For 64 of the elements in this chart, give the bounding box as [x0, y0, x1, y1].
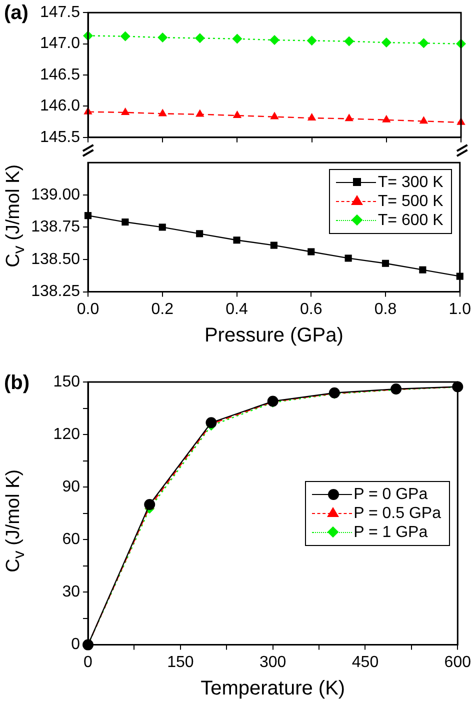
- legend-label: T= 600 K: [378, 212, 444, 229]
- x-tick-label: 0.4: [226, 300, 248, 318]
- point: [120, 31, 130, 42]
- x-axis-title: Temperature (K): [200, 678, 346, 700]
- x-axis-title: Pressure (GPa): [204, 324, 344, 347]
- y-tick-label: 0: [71, 636, 80, 654]
- point: [196, 230, 204, 238]
- legend-label: P = 0 GPa: [354, 486, 428, 503]
- chart-title: (a): [4, 2, 28, 25]
- y-tick-label: 146.5: [40, 66, 80, 84]
- y-tick-label: 138.75: [31, 218, 80, 236]
- x-tick-label: 150: [167, 654, 194, 671]
- chart-title: (b): [4, 372, 30, 395]
- y-tick-label: 139.00: [31, 186, 80, 204]
- x-tick-label: 0.6: [300, 300, 322, 318]
- legend-label: P = 0.5 GPa: [354, 504, 441, 522]
- point: [120, 107, 130, 115]
- x-tick-label: 300: [259, 654, 286, 671]
- point: [306, 36, 317, 46]
- legend-label: T= 500 K: [378, 192, 444, 210]
- y-tick-label: 145.5: [40, 128, 80, 146]
- point: [308, 248, 315, 256]
- x-tick-label: 0.0: [76, 300, 100, 318]
- x-tick-label: 1.0: [448, 300, 472, 318]
- point: [232, 110, 242, 118]
- y-tick-label: 60: [62, 531, 80, 548]
- x-tick-label: 600: [444, 654, 472, 671]
- y-tick-label: 138.50: [31, 250, 80, 268]
- point: [344, 254, 352, 262]
- y-tick-label: 147.5: [40, 4, 80, 22]
- y-tick-label: 120: [53, 426, 80, 443]
- point: [144, 498, 156, 510]
- point: [381, 38, 392, 48]
- x-tick-label: 0: [84, 654, 93, 671]
- point: [270, 242, 278, 249]
- x-tick-label: 450: [352, 654, 379, 671]
- point: [158, 32, 168, 43]
- point: [419, 116, 428, 124]
- legend-label: P = 1 GPa: [354, 524, 428, 541]
- point: [122, 218, 129, 226]
- point: [158, 224, 166, 231]
- point: [344, 114, 354, 122]
- point: [270, 35, 280, 46]
- point: [418, 38, 429, 48]
- y-tick-label: 147.0: [40, 35, 80, 52]
- point: [232, 34, 242, 44]
- y-tick-label: 150: [53, 373, 80, 390]
- x-tick-label: 0.2: [151, 300, 174, 318]
- y-tick-label: 138.25: [31, 283, 80, 300]
- y-tick-label: 146.0: [40, 98, 80, 115]
- point: [344, 36, 354, 46]
- point: [307, 113, 316, 121]
- point: [382, 260, 390, 267]
- point: [270, 112, 279, 120]
- y-tick-label: 30: [62, 584, 80, 601]
- point: [382, 114, 391, 122]
- point: [194, 33, 205, 44]
- point: [158, 108, 167, 116]
- legend-label: T= 300 K: [378, 174, 444, 191]
- point: [233, 236, 240, 244]
- y-tick-label: 90: [62, 478, 80, 496]
- point: [419, 266, 426, 274]
- point: [196, 109, 204, 117]
- x-tick-label: 0.8: [374, 300, 397, 318]
